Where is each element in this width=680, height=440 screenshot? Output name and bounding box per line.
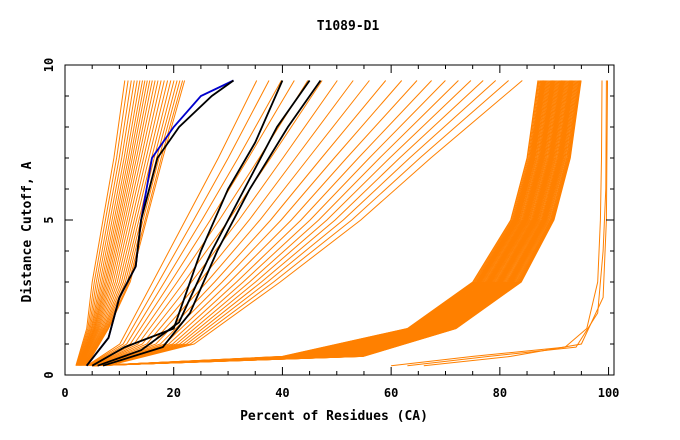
- model-line: [90, 80, 309, 367]
- model-line: [92, 80, 543, 367]
- chart-title: T1089-D1: [317, 19, 380, 34]
- highlight-line-black: [97, 79, 311, 367]
- model-line: [391, 80, 603, 367]
- model-line: [92, 80, 553, 367]
- model-line: [80, 80, 153, 366]
- model-line: [83, 80, 169, 366]
- model-line: [100, 80, 432, 367]
- model-line: [82, 80, 165, 366]
- model-line: [81, 80, 159, 366]
- model-line: [78, 80, 141, 366]
- model-line: [92, 80, 560, 367]
- model-line: [88, 80, 282, 367]
- model-line: [94, 80, 354, 367]
- x-tick-label: 20: [166, 386, 180, 400]
- model-line: [98, 80, 403, 367]
- model-line: [76, 80, 129, 366]
- model-line: [78, 80, 143, 366]
- model-line: [102, 80, 459, 367]
- model-line: [92, 80, 559, 367]
- model-line: [92, 80, 562, 367]
- model-line: [407, 80, 607, 367]
- model-line: [107, 80, 523, 367]
- model-line: [93, 80, 338, 367]
- model-line: [82, 80, 162, 366]
- model-line: [99, 80, 418, 367]
- highlight-line-black: [102, 79, 322, 367]
- x-tick-label: 60: [384, 386, 398, 400]
- model-line: [92, 80, 558, 367]
- x-tick-label: 100: [598, 386, 620, 400]
- highlight-line-black: [91, 80, 284, 367]
- model-line: [104, 80, 484, 367]
- model-line: [83, 80, 172, 366]
- model-line: [84, 80, 175, 366]
- plot-area: [75, 79, 608, 367]
- model-line: [92, 80, 557, 367]
- model-line: [92, 80, 561, 367]
- model-line: [79, 80, 148, 366]
- model-line: [105, 80, 497, 367]
- highlight-line-black: [85, 79, 235, 367]
- model-line: [106, 80, 509, 367]
- x-tick-label: 80: [493, 386, 507, 400]
- model-line: [92, 80, 570, 367]
- y-tick-label: 5: [42, 216, 56, 223]
- y-tick-label: 0: [42, 371, 56, 378]
- model-line: [85, 80, 181, 366]
- model-line: [77, 80, 138, 366]
- model-line: [87, 80, 270, 367]
- x-tick-label: 0: [61, 386, 68, 400]
- model-line: [80, 80, 156, 366]
- model-line: [79, 80, 146, 366]
- y-axis-label: Distance Cutoff, A: [20, 161, 35, 302]
- model-line: [86, 80, 258, 367]
- model-line: [423, 80, 608, 367]
- model-line: [92, 80, 553, 367]
- model-line: [92, 80, 582, 367]
- x-axis-label: Percent of Residues (CA): [240, 409, 428, 424]
- model-line: [91, 80, 323, 367]
- model-line: [76, 80, 132, 366]
- model-line: [103, 80, 472, 367]
- y-tick-label: 10: [42, 58, 56, 72]
- axes: 0 20 40 60 80 100 0 5 10: [42, 58, 619, 400]
- model-line: [79, 80, 151, 366]
- x-tick-label: 40: [275, 386, 289, 400]
- model-line: [92, 80, 554, 367]
- model-line: [77, 80, 135, 366]
- model-line: [95, 80, 370, 367]
- model-line: [92, 80, 554, 367]
- model-line: [75, 80, 126, 366]
